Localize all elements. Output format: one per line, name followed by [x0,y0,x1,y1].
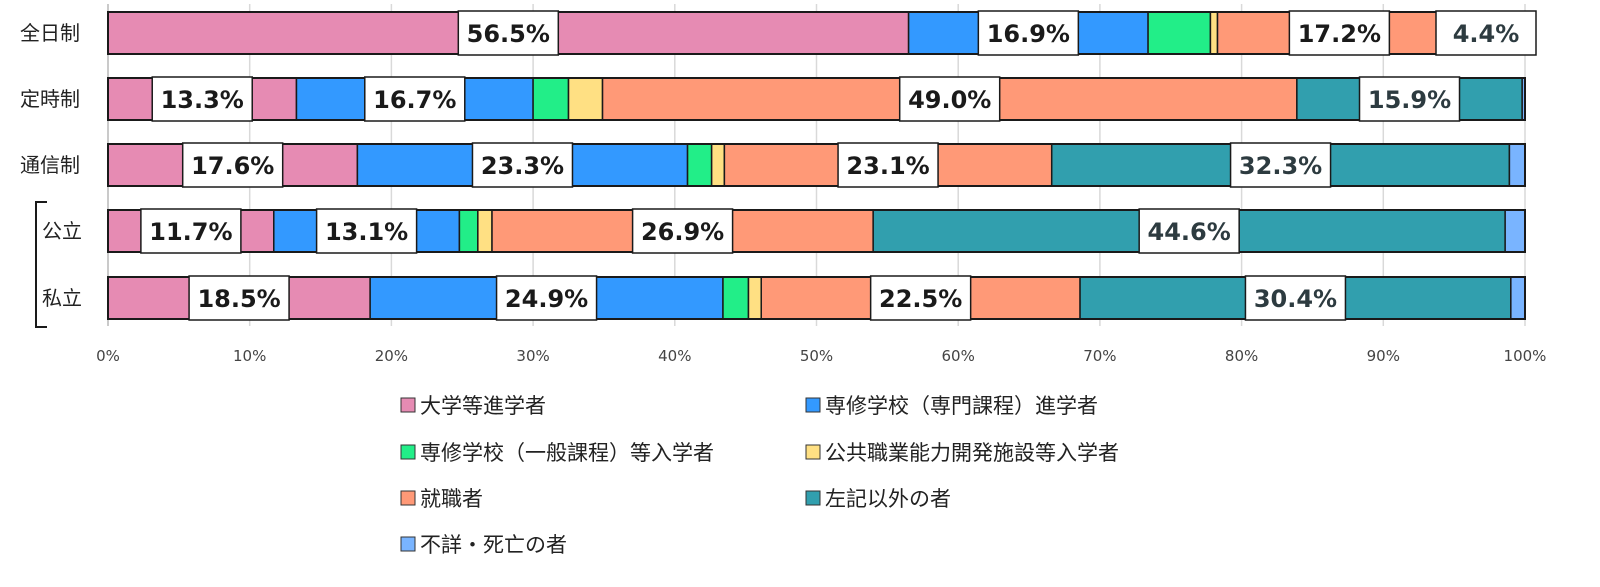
data-label-box [631,208,734,254]
data-label: 44.6% [1148,218,1231,246]
bar-outline [107,276,1526,320]
data-label: 11.7% [149,218,232,246]
data-label-box [1244,275,1347,321]
data-label-box [1288,10,1391,56]
bar-segment [477,209,493,253]
legend-swatch [805,490,821,506]
bar-segment [567,77,604,121]
data-label: 22.5% [879,285,962,313]
x-tick-label: 20% [375,347,408,365]
bar-segment [710,143,726,187]
data-label-box [1358,76,1461,122]
data-label-box [315,208,418,254]
data-label: 56.5% [467,20,550,48]
category-label: 公立 [42,219,82,243]
data-label-box [495,275,598,321]
bar-segment [722,276,750,320]
data-label-box [140,208,242,254]
category-label: 定時制 [20,87,80,111]
data-label: 24.9% [505,285,588,313]
bar-segment [458,209,479,253]
bar-segment [1209,11,1219,55]
category-label: 全日制 [20,21,80,45]
data-label-box [188,275,290,321]
legend-swatch [400,536,416,552]
data-label: 23.1% [846,152,929,180]
data-label-box [181,142,284,188]
bar-outline [107,77,1526,121]
data-label: 49.0% [908,86,991,114]
data-label-box [1435,10,1537,56]
data-label: 18.5% [197,285,280,313]
data-label-box [364,76,466,122]
x-tick-label: 0% [96,347,120,365]
bar-segment [532,77,570,121]
data-label: 16.9% [987,20,1070,48]
legend-swatch [400,397,416,413]
x-tick-label: 40% [658,347,691,365]
legend-label: 大学等進学者 [420,394,546,418]
data-label: 17.6% [191,152,274,180]
legend-swatch [400,444,416,460]
legend-label: 専修学校（一般課程）等入学者 [420,441,714,465]
data-label: 17.2% [1298,20,1381,48]
bar-segment [686,143,713,187]
data-label: 26.9% [641,218,724,246]
data-label-box [977,10,1080,56]
data-label: 13.1% [325,218,408,246]
legend-label: 就職者 [420,487,483,511]
legend-label: 公共職業能力開発施設等入学者 [825,441,1119,465]
legend-swatch [805,397,821,413]
x-tick-label: 80% [1225,347,1258,365]
group-bracket [35,201,47,328]
x-tick-label: 10% [233,347,266,365]
data-label: 15.9% [1368,86,1451,114]
data-label: 23.3% [481,152,564,180]
category-label: 通信制 [20,153,80,177]
bar-segment [1508,143,1526,187]
data-label-box [471,142,574,188]
legend-label: 不詳・死亡の者 [420,533,567,557]
x-tick-label: 70% [1083,347,1116,365]
data-label: 32.3% [1239,152,1322,180]
category-label: 私立 [42,286,82,310]
x-tick-label: 100% [1504,347,1547,365]
data-label-box [869,275,972,321]
x-tick-label: 30% [516,347,549,365]
bar-segment [747,276,762,320]
x-axis-tick-labels: 0% 10% 20% 30% 40% 50% 60% 70% 80% 90% 100% [96,347,1546,365]
data-label: 16.7% [373,86,456,114]
bar-segment [1504,209,1526,253]
data-label: 30.4% [1254,285,1337,313]
data-label-box [898,76,1001,122]
data-label-box [1229,142,1332,188]
data-label-box [837,142,939,188]
data-label-box [151,76,253,122]
legend-swatch [400,490,416,506]
legend-label: 専修学校（専門課程）進学者 [825,394,1098,418]
bar-segment [1147,11,1212,55]
x-tick-label: 50% [800,347,833,365]
data-label-box [1138,208,1240,254]
legend-label: 左記以外の者 [825,487,951,511]
bar-segment [1510,276,1526,320]
bar-outline [107,209,1526,253]
bar-outline [107,143,1526,187]
legend-swatch [805,444,821,460]
data-labels: 56.5% 16.9% 17.2% 4.4% 13.3% 16.7% 49.0% 15.9% 1… [140,10,1537,321]
data-label-box [457,10,560,56]
data-label: 4.4% [1453,20,1520,48]
x-tick-label: 60% [942,347,975,365]
x-tick-label: 90% [1367,347,1400,365]
data-label: 13.3% [161,86,244,114]
